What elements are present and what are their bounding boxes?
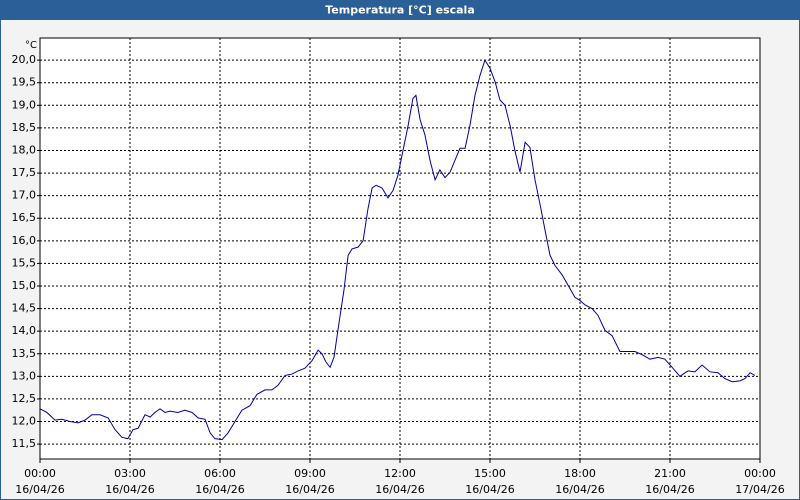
x-tick-label: 21:00 [654,467,686,480]
x-tick-label: 15:00 [474,467,506,480]
x-tick-label: 03:00 [114,467,146,480]
y-tick-label: 16,5 [12,211,37,224]
x-tick-date: 17/04/26 [735,483,784,496]
y-tick-label: 18,0 [12,143,37,156]
plot-area [40,38,760,459]
y-tick-label: 12,0 [12,415,37,428]
line-series [39,58,756,441]
y-tick-label: 16,0 [12,234,37,247]
y-tick-label: 18,5 [12,121,37,134]
y-tick-label: 14,5 [12,302,37,315]
y-tick-label: 17,5 [12,166,37,179]
x-tick-date: 16/04/26 [645,483,694,496]
x-tick-date: 16/04/26 [15,483,64,496]
x-tick-label: 09:00 [294,467,326,480]
x-tick-date: 16/04/26 [195,483,244,496]
y-tick-label: 13,0 [12,369,37,382]
y-tick-label: 19,5 [12,76,37,89]
x-tick-label: 12:00 [384,467,416,480]
y-tick-label: 13,5 [12,347,37,360]
x-tick-date: 16/04/26 [465,483,514,496]
y-tick-label: 20,0 [12,53,37,66]
y-tick-label: 12,5 [12,392,37,405]
y-tick-label: 15,5 [12,256,37,269]
y-tick-label: 19,0 [12,98,37,111]
x-tick-label: 00:00 [24,467,56,480]
y-tick-label: 14,0 [12,324,37,337]
x-tick-date: 16/04/26 [555,483,604,496]
x-tick-label: 00:00 [744,467,776,480]
y-tick-label: 17,0 [12,189,37,202]
x-tick-date: 16/04/26 [375,483,424,496]
title-bar [0,0,800,20]
y-tick-label: 11,5 [12,437,37,450]
y-tick-label: 15,0 [12,279,37,292]
x-tick-label: 18:00 [564,467,596,480]
x-tick-label: 06:00 [204,467,236,480]
x-tick-date: 16/04/26 [105,483,154,496]
chart-title: Temperatura [°C] escala [325,4,475,17]
y-unit: °C [25,40,37,51]
x-tick-date: 16/04/26 [285,483,334,496]
